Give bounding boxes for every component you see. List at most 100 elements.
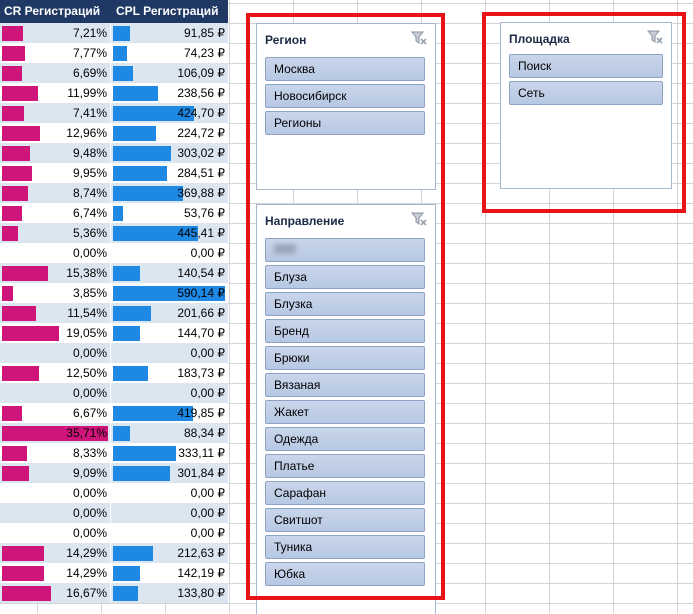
cpl-cell[interactable]: 144,70 ₽	[112, 323, 228, 343]
cr-cell[interactable]: 0,00%	[0, 343, 111, 363]
cpl-cell[interactable]: 284,51 ₽	[112, 163, 228, 183]
table-row: 6,67% 419,85 ₽	[0, 403, 228, 423]
cpl-cell[interactable]: 590,14 ₽	[112, 283, 228, 303]
cr-cell[interactable]: 11,99%	[0, 83, 111, 103]
cpl-databar	[113, 266, 140, 281]
cpl-cell[interactable]: 212,63 ₽	[112, 543, 228, 563]
slicer-item-direction[interactable]: Бренд	[265, 319, 425, 343]
cr-databar	[2, 206, 22, 221]
slicer-item-platform[interactable]: Поиск	[509, 54, 663, 78]
cr-cell[interactable]: 5,36%	[0, 223, 111, 243]
slicer-item-direction[interactable]: Платье	[265, 454, 425, 478]
cr-cell[interactable]: 9,48%	[0, 143, 111, 163]
cr-cell[interactable]: 9,09%	[0, 463, 111, 483]
cr-cell[interactable]: 0,00%	[0, 523, 111, 543]
table-row: 35,71% 88,34 ₽	[0, 423, 228, 443]
cpl-cell[interactable]: 0,00 ₽	[112, 503, 228, 523]
cr-cell[interactable]: 16,67%	[0, 583, 111, 603]
cr-cell[interactable]: 0,00%	[0, 243, 111, 263]
slicer-item-direction[interactable]: Юбка	[265, 562, 425, 586]
cpl-cell[interactable]: 53,76 ₽	[112, 203, 228, 223]
cpl-cell[interactable]: 0,00 ₽	[112, 483, 228, 503]
cpl-cell[interactable]: 91,85 ₽	[112, 23, 228, 43]
cpl-value: 133,80 ₽	[177, 586, 225, 600]
cpl-cell[interactable]: 133,80 ₽	[112, 583, 228, 603]
cr-databar	[2, 426, 108, 441]
cr-cell[interactable]: 9,95%	[0, 163, 111, 183]
cpl-cell[interactable]: 0,00 ₽	[112, 343, 228, 363]
cpl-cell[interactable]: 301,84 ₽	[112, 463, 228, 483]
slicer-item-direction[interactable]	[265, 238, 425, 262]
cr-cell[interactable]: 14,29%	[0, 563, 111, 583]
cr-cell[interactable]: 12,50%	[0, 363, 111, 383]
cr-cell[interactable]: 15,38%	[0, 263, 111, 283]
slicer-platform-title: Площадка	[509, 32, 570, 46]
cr-cell[interactable]: 6,67%	[0, 403, 111, 423]
cpl-cell[interactable]: 0,00 ₽	[112, 243, 228, 263]
cr-cell[interactable]: 0,00%	[0, 383, 111, 403]
slicer-item-region[interactable]: Регионы	[265, 111, 425, 135]
slicer-item-direction[interactable]: Блуза	[265, 265, 425, 289]
cr-cell[interactable]: 7,41%	[0, 103, 111, 123]
cpl-cell[interactable]: 140,54 ₽	[112, 263, 228, 283]
slicer-item-direction[interactable]: Блузка	[265, 292, 425, 316]
cpl-cell[interactable]: 224,72 ₽	[112, 123, 228, 143]
column-header-cpl[interactable]: CPL Регистраций	[116, 4, 219, 18]
cr-databar	[2, 466, 29, 481]
slicer-item-direction[interactable]: Брюки	[265, 346, 425, 370]
cpl-cell[interactable]: 369,88 ₽	[112, 183, 228, 203]
cpl-cell[interactable]: 419,85 ₽	[112, 403, 228, 423]
cr-cell[interactable]: 19,05%	[0, 323, 111, 343]
slicer-item-direction[interactable]: Жакет	[265, 400, 425, 424]
slicer-region-title: Регион	[265, 33, 307, 47]
cr-cell[interactable]: 8,74%	[0, 183, 111, 203]
cr-cell[interactable]: 7,77%	[0, 43, 111, 63]
cpl-cell[interactable]: 183,73 ₽	[112, 363, 228, 383]
cr-cell[interactable]: 35,71%	[0, 423, 111, 443]
clear-filter-icon[interactable]	[411, 212, 427, 226]
cpl-cell[interactable]: 333,11 ₽	[112, 443, 228, 463]
cpl-cell[interactable]: 303,02 ₽	[112, 143, 228, 163]
cr-cell[interactable]: 8,33%	[0, 443, 111, 463]
cr-cell[interactable]: 0,00%	[0, 483, 111, 503]
cpl-cell[interactable]: 0,00 ₽	[112, 523, 228, 543]
clear-filter-icon[interactable]	[647, 30, 663, 44]
cpl-cell[interactable]: 238,56 ₽	[112, 83, 228, 103]
cpl-value: 183,73 ₽	[177, 366, 225, 380]
cpl-value: 91,85 ₽	[184, 26, 225, 40]
clear-filter-icon[interactable]	[411, 31, 427, 45]
cpl-value: 301,84 ₽	[177, 466, 225, 480]
column-header-cr[interactable]: CR Регистраций	[4, 4, 101, 18]
table-row: 3,85% 590,14 ₽	[0, 283, 228, 303]
cpl-value: 0,00 ₽	[190, 386, 225, 400]
table-row: 9,09% 301,84 ₽	[0, 463, 228, 483]
cpl-cell[interactable]: 445,41 ₽	[112, 223, 228, 243]
cpl-cell[interactable]: 201,66 ₽	[112, 303, 228, 323]
cpl-cell[interactable]: 424,70 ₽	[112, 103, 228, 123]
cr-cell[interactable]: 6,74%	[0, 203, 111, 223]
cr-cell[interactable]: 12,96%	[0, 123, 111, 143]
cpl-value: 0,00 ₽	[190, 486, 225, 500]
cr-cell[interactable]: 11,54%	[0, 303, 111, 323]
slicer-item-region[interactable]: Новосибирск	[265, 84, 425, 108]
slicer-item-direction[interactable]: Туника	[265, 535, 425, 559]
slicer-item-direction[interactable]: Свитшот	[265, 508, 425, 532]
cpl-cell[interactable]: 106,09 ₽	[112, 63, 228, 83]
table-row: 7,41% 424,70 ₽	[0, 103, 228, 123]
slicer-item-direction[interactable]: Вязаная	[265, 373, 425, 397]
slicer-item-direction[interactable]: Сарафан	[265, 481, 425, 505]
cpl-cell[interactable]: 88,34 ₽	[112, 423, 228, 443]
cpl-cell[interactable]: 0,00 ₽	[112, 383, 228, 403]
cr-cell[interactable]: 6,69%	[0, 63, 111, 83]
cpl-cell[interactable]: 74,23 ₽	[112, 43, 228, 63]
slicer-item-direction[interactable]: Одежда	[265, 427, 425, 451]
cr-cell[interactable]: 0,00%	[0, 503, 111, 523]
slicer-item-region[interactable]: Москва	[265, 57, 425, 81]
cr-cell[interactable]: 7,21%	[0, 23, 111, 43]
cr-value: 7,77%	[72, 46, 107, 60]
cpl-cell[interactable]: 142,19 ₽	[112, 563, 228, 583]
cr-cell[interactable]: 14,29%	[0, 543, 111, 563]
slicer-item-platform[interactable]: Сеть	[509, 81, 663, 105]
cr-cell[interactable]: 3,85%	[0, 283, 111, 303]
cpl-value: 53,76 ₽	[184, 206, 225, 220]
